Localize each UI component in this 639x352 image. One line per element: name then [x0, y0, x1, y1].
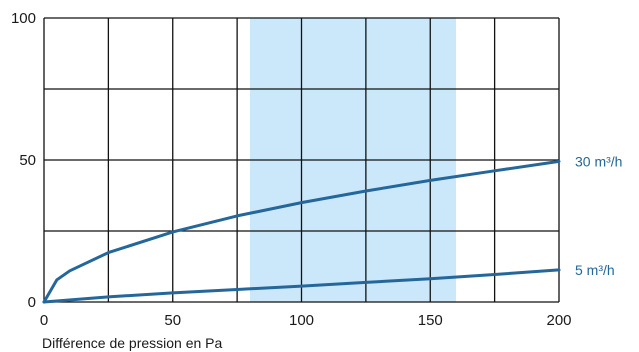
- x-tick-label: 150: [418, 312, 443, 329]
- tick-labels-layer: 0 50 100 150 200 0 50 100: [11, 10, 572, 329]
- series-label-0: 30 m³/h: [575, 153, 622, 169]
- y-tick-label: 100: [11, 10, 36, 27]
- x-axis-title: Différence de pression en Pa: [42, 335, 223, 351]
- series-label-1: 5 m³/h: [575, 262, 615, 278]
- x-tick-label: 50: [164, 312, 181, 329]
- series-line-0: [42, 159, 561, 304]
- y-tick-label: 0: [28, 294, 36, 311]
- series-line-1: [42, 268, 561, 304]
- x-tick-label: 0: [40, 312, 48, 329]
- x-tick-label: 100: [289, 312, 314, 329]
- y-tick-label: 50: [19, 152, 36, 169]
- series-layer: 30 m³/h 5 m³/h: [42, 153, 622, 304]
- grid-layer: [43, 17, 560, 303]
- x-tick-label: 200: [546, 312, 571, 329]
